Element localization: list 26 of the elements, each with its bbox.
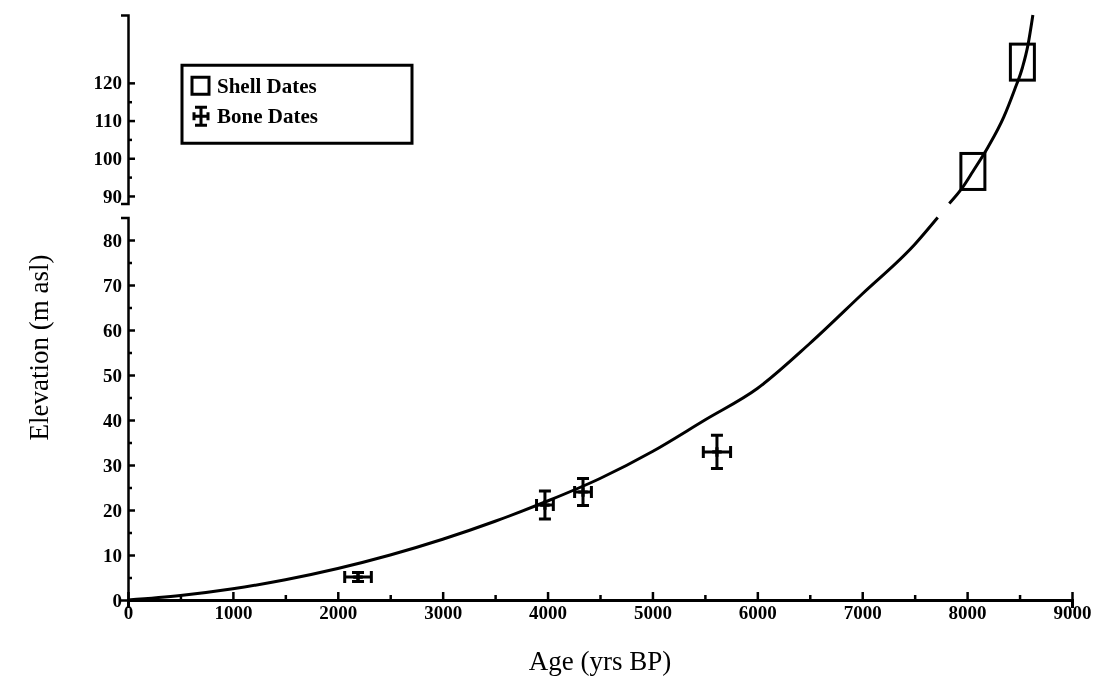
x-tick-label: 1000 bbox=[214, 602, 253, 624]
y-tick-label: 80 bbox=[103, 229, 122, 251]
y-tick-label: 70 bbox=[103, 274, 122, 296]
y-tick-label: 60 bbox=[103, 319, 122, 341]
x-axis-title: Age (yrs BP) bbox=[528, 646, 672, 676]
y-tick-label: 120 bbox=[93, 72, 122, 94]
x-tick-label: 3000 bbox=[424, 602, 463, 624]
x-tick-label: 7000 bbox=[843, 602, 882, 624]
x-tick-label: 9000 bbox=[1053, 602, 1092, 624]
y-tick-label: 40 bbox=[103, 409, 122, 431]
y-axis-title: Elevation (m asl) bbox=[24, 254, 54, 441]
y-tick-label: 90 bbox=[103, 185, 122, 207]
x-tick-label: 2000 bbox=[319, 602, 358, 624]
text: Bone Dates bbox=[217, 104, 318, 129]
line-series bbox=[947, 13, 1035, 205]
y-tick-label: 50 bbox=[103, 364, 122, 386]
x-tick-label: 6000 bbox=[738, 602, 777, 624]
y-tick-label: 110 bbox=[94, 110, 122, 132]
y-tick-label: 100 bbox=[93, 147, 122, 169]
y-tick-label: 30 bbox=[103, 454, 122, 476]
x-tick-label: 4000 bbox=[529, 602, 568, 624]
x-tick-label: 8000 bbox=[948, 602, 987, 624]
y-tick-label: 10 bbox=[103, 544, 122, 566]
y-tick-label: 20 bbox=[103, 499, 122, 521]
legend-label: Shell Dates bbox=[217, 74, 317, 99]
x-tick-label: 5000 bbox=[633, 602, 672, 624]
